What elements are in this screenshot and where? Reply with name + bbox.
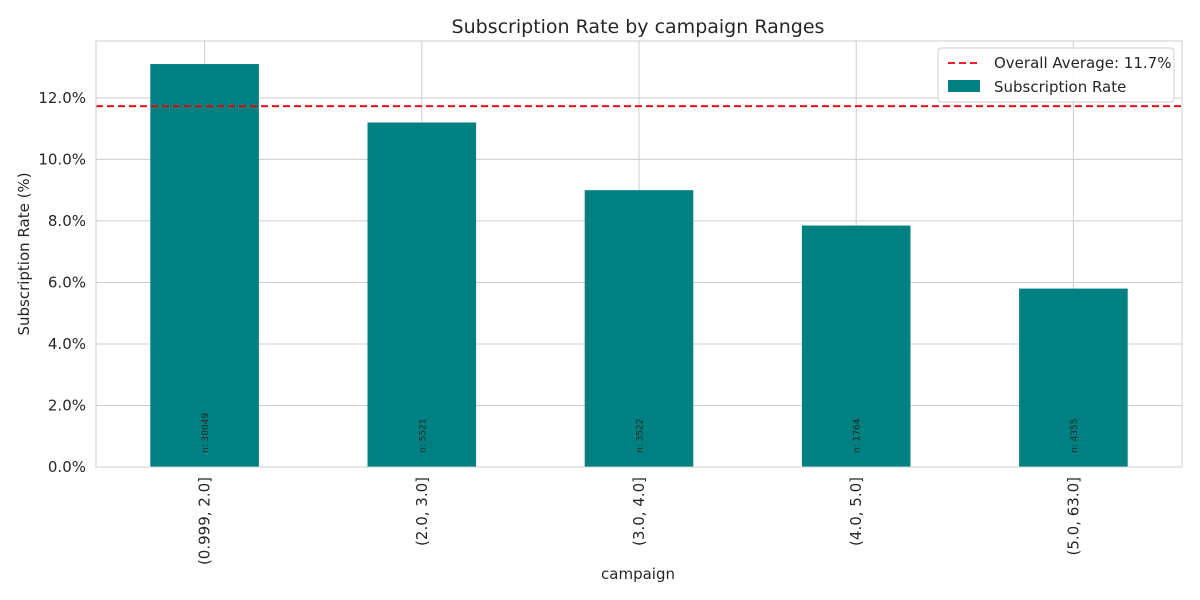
x-tick-label: (5.0, 63.0] xyxy=(1064,477,1082,556)
bar xyxy=(367,122,477,467)
x-tick-label: (4.0, 5.0] xyxy=(847,477,865,546)
y-axis-ticks: 0.0% 2.0% 4.0% 6.0% 8.0% 10.0% 12.0% xyxy=(38,89,86,476)
legend-label-subscription-rate: Subscription Rate xyxy=(994,78,1126,96)
bar xyxy=(150,64,259,467)
plot-frame xyxy=(95,40,1183,468)
y-tick-label: 12.0% xyxy=(38,89,86,107)
bar xyxy=(801,225,911,467)
y-tick-label: 0.0% xyxy=(48,458,86,476)
count-labels: n: 30049 n: 5521 n: 3522 n: 1764 n: 4355 xyxy=(201,412,1080,453)
x-axis-label: campaign xyxy=(601,565,675,583)
legend-box xyxy=(937,47,1175,103)
bar xyxy=(1019,288,1128,467)
bars xyxy=(150,64,1128,468)
legend: Overall Average: 11.7% Subscription Rate xyxy=(937,47,1175,103)
x-tick-label: (2.0, 3.0] xyxy=(413,477,431,546)
x-tick-label: (3.0, 4.0] xyxy=(630,477,648,546)
bar-count-label: n: 30049 xyxy=(201,412,211,453)
bar-count-label: n: 1764 xyxy=(853,418,863,453)
y-tick-label: 6.0% xyxy=(48,273,86,291)
y-tick-label: 2.0% xyxy=(48,396,86,414)
bar xyxy=(584,190,694,468)
chart-title: Subscription Rate by campaign Ranges xyxy=(452,16,825,38)
y-tick-label: 4.0% xyxy=(48,335,86,353)
bar-count-label: n: 5521 xyxy=(418,418,428,453)
bar-count-label: n: 4355 xyxy=(1070,418,1080,453)
legend-label-reference: Overall Average: 11.7% xyxy=(994,54,1171,72)
y-tick-label: 10.0% xyxy=(38,150,86,168)
legend-swatch-subscription-rate xyxy=(948,80,980,92)
bar-count-label: n: 3522 xyxy=(636,418,646,453)
x-axis-ticks: (0.999, 2.0] (2.0, 3.0] (3.0, 4.0] (4.0, 5.… xyxy=(196,477,1083,565)
x-tick-label: (0.999, 2.0] xyxy=(196,477,214,565)
y-axis-label: Subscription Rate (%) xyxy=(15,172,33,335)
y-tick-label: 8.0% xyxy=(48,212,86,230)
